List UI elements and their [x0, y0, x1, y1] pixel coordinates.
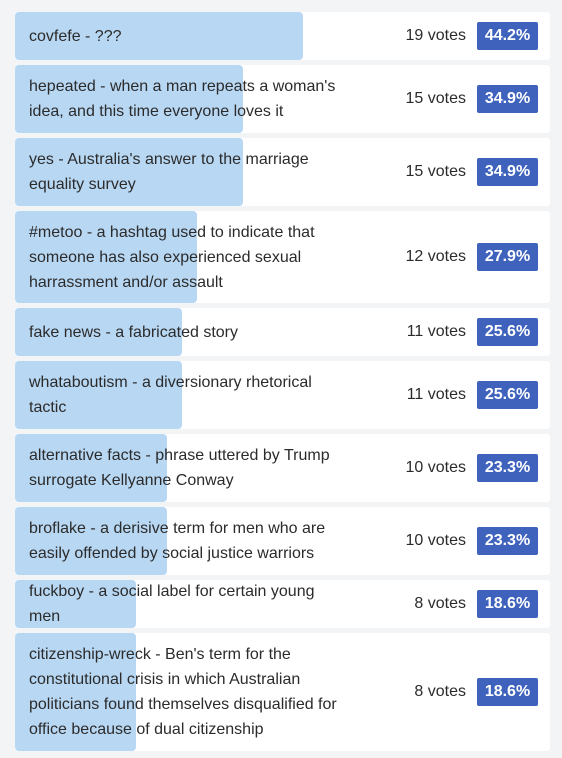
percent-badge: 18.6%: [477, 678, 538, 706]
poll-option[interactable]: alternative facts - phrase uttered by Tr…: [15, 434, 550, 502]
vote-count: 12 votes: [405, 248, 466, 265]
percent-badge: 44.2%: [477, 22, 538, 50]
poll-option[interactable]: whataboutism - a diversionary rhetorical…: [15, 361, 550, 429]
vote-count: 8 votes: [414, 683, 466, 700]
vote-bar: [15, 138, 243, 206]
poll-option[interactable]: hepeated - when a man repeats a woman's …: [15, 65, 550, 133]
option-label: fake news - a fabricated story: [29, 323, 238, 341]
vote-count: 10 votes: [405, 532, 466, 549]
option-label: hepeated - when a man repeats a woman's …: [29, 78, 336, 120]
percent-badge: 27.9%: [477, 243, 538, 271]
percent-badge: 34.9%: [477, 158, 538, 186]
vote-count: 11 votes: [406, 323, 466, 340]
vote-count: 15 votes: [405, 90, 466, 107]
vote-bar: [15, 211, 198, 303]
vote-bar: [15, 580, 137, 628]
percent-badge: 25.6%: [477, 318, 538, 346]
option-label: whataboutism - a diversionary rhetorical…: [29, 374, 312, 416]
vote-bar: [15, 361, 183, 429]
poll-option[interactable]: citizenship-wreck - Ben's term for the c…: [15, 633, 550, 751]
poll-option[interactable]: covfefe - ??? 19 votes 44.2%: [15, 12, 550, 60]
vote-bar: [15, 434, 168, 502]
option-label: alternative facts - phrase uttered by Tr…: [29, 447, 330, 489]
vote-bar: [15, 12, 304, 60]
vote-count: 10 votes: [405, 459, 466, 476]
option-label: broflake - a derisive term for men who a…: [29, 520, 326, 562]
vote-bar: [15, 308, 183, 356]
option-label: fuckboy - a social label for certain you…: [29, 583, 315, 625]
vote-count: 19 votes: [405, 27, 466, 44]
option-label: yes - Australia's answer to the marriage…: [29, 151, 309, 193]
option-label: covfefe - ???: [29, 27, 122, 45]
vote-bar: [15, 507, 168, 575]
poll-option[interactable]: #metoo - a hashtag used to indicate that…: [15, 211, 550, 303]
poll-option[interactable]: fake news - a fabricated story 11 votes …: [15, 308, 550, 356]
percent-badge: 23.3%: [477, 454, 538, 482]
poll-option[interactable]: fuckboy - a social label for certain you…: [15, 580, 550, 628]
vote-count: 8 votes: [414, 595, 466, 612]
vote-count: 15 votes: [405, 163, 466, 180]
percent-badge: 18.6%: [477, 590, 538, 618]
option-label: #metoo - a hashtag used to indicate that…: [29, 223, 315, 291]
percent-badge: 23.3%: [477, 527, 538, 555]
percent-badge: 34.9%: [477, 85, 538, 113]
vote-bar: [15, 65, 243, 133]
option-label: citizenship-wreck - Ben's term for the c…: [29, 646, 337, 738]
percent-badge: 25.6%: [477, 381, 538, 409]
poll-option[interactable]: broflake - a derisive term for men who a…: [15, 507, 550, 575]
vote-bar: [15, 633, 137, 751]
poll-option[interactable]: yes - Australia's answer to the marriage…: [15, 138, 550, 206]
vote-count: 11 votes: [406, 386, 466, 403]
